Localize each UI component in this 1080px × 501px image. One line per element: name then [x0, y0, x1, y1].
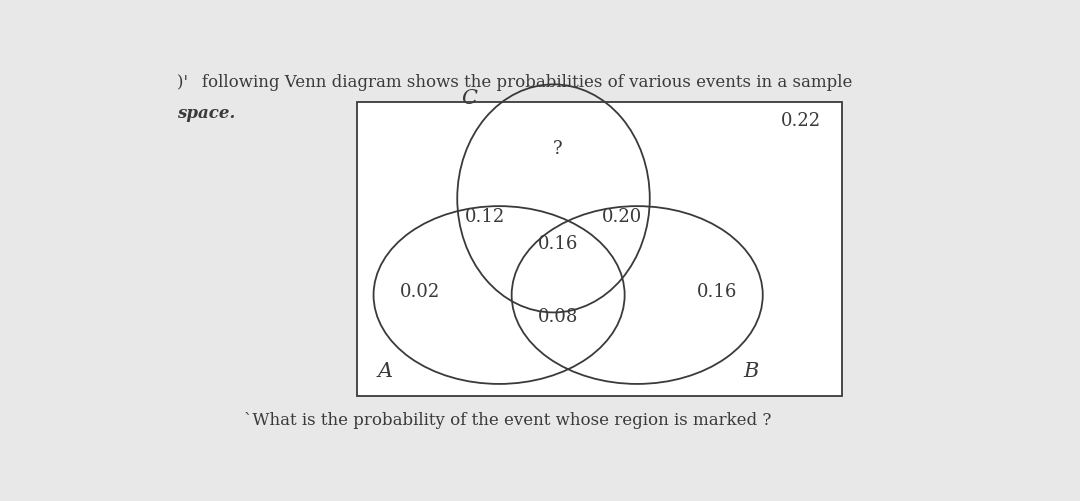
Text: 0.02: 0.02: [400, 283, 440, 301]
Text: B: B: [743, 361, 758, 380]
Text: A: A: [378, 361, 393, 380]
Text: 0.22: 0.22: [781, 112, 821, 130]
Text: space.: space.: [177, 105, 235, 121]
Text: ?: ?: [553, 140, 563, 158]
Text: `What is the probability of the event whose region is marked ?: `What is the probability of the event wh…: [244, 411, 771, 428]
Text: C: C: [461, 89, 477, 108]
Text: 0.12: 0.12: [464, 207, 505, 225]
Bar: [356, 103, 842, 396]
Text: )'   following Venn diagram shows the probabilities of various events in a sampl: )' following Venn diagram shows the prob…: [177, 74, 852, 91]
Text: 0.20: 0.20: [602, 207, 643, 225]
Text: 0.16: 0.16: [538, 234, 578, 253]
Text: 0.08: 0.08: [538, 308, 578, 326]
Text: 0.16: 0.16: [697, 283, 737, 301]
